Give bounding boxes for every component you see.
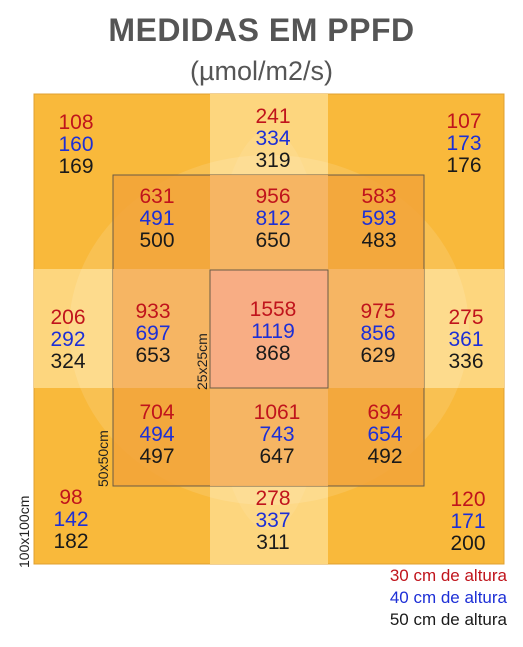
legend-item-30cm: 30 cm de altura: [389, 566, 507, 585]
cell-value-mid-top-left-30cm: 631: [139, 185, 174, 208]
cell-value-mid-top-center-50cm: 650: [255, 229, 290, 252]
cell-value-outer-middle-right-30cm: 275: [448, 306, 483, 329]
cell-value-outer-top-left-40cm: 160: [58, 133, 93, 156]
cell-value-mid-bottom-left-40cm: 494: [139, 423, 174, 446]
size-label-100: 100x100cm: [16, 496, 32, 568]
cell-value-outer-middle-right-40cm: 361: [448, 328, 483, 351]
cell-value-mid-middle-right-30cm: 975: [360, 300, 395, 323]
cell-value-mid-middle-left-50cm: 653: [135, 344, 170, 367]
cell-value-outer-middle-left-40cm: 292: [50, 328, 85, 351]
cell-value-outer-bottom-center-40cm: 337: [255, 509, 290, 532]
cell-value-mid-top-center-40cm: 812: [255, 207, 290, 230]
cell-value-outer-top-center-50cm: 319: [255, 149, 290, 172]
cell-value-mid-bottom-right-30cm: 694: [367, 401, 402, 424]
cell-value-outer-middle-right-50cm: 336: [448, 350, 483, 373]
cell-value-outer-top-right-40cm: 173: [446, 132, 481, 155]
cell-value-outer-middle-left-50cm: 324: [50, 350, 85, 373]
cell-value-mid-bottom-center-50cm: 647: [259, 445, 294, 468]
cell-value-outer-top-left-30cm: 108: [58, 111, 93, 134]
cell-value-mid-bottom-left-30cm: 704: [139, 401, 174, 424]
cell-value-mid-bottom-center-30cm: 1061: [254, 401, 301, 424]
cell-value-outer-bottom-left-30cm: 98: [59, 486, 82, 509]
cell-value-center-30cm: 1558: [250, 298, 297, 321]
cell-value-mid-top-right-30cm: 583: [361, 185, 396, 208]
cell-value-outer-top-right-50cm: 176: [446, 154, 481, 177]
legend: 30 cm de altura 40 cm de altura 50 cm de…: [390, 565, 507, 631]
cell-value-outer-bottom-left-50cm: 182: [53, 530, 88, 553]
size-label-50: 50x50cm: [95, 430, 111, 487]
cell-value-outer-middle-left-30cm: 206: [50, 306, 85, 329]
cell-value-mid-middle-right-40cm: 856: [360, 322, 395, 345]
legend-item-50cm: 50 cm de altura: [389, 610, 507, 629]
cell-value-outer-top-center-40cm: 334: [255, 127, 290, 150]
cell-value-mid-bottom-right-50cm: 492: [367, 445, 402, 468]
chart-subtitle: (µmol/m2/s): [189, 56, 334, 86]
cell-value-outer-bottom-right-50cm: 200: [450, 532, 485, 555]
cell-value-outer-bottom-right-30cm: 120: [450, 488, 485, 511]
cell-value-outer-bottom-left-40cm: 142: [53, 508, 88, 531]
cell-value-mid-top-center-30cm: 956: [255, 185, 290, 208]
cell-value-mid-top-right-40cm: 593: [361, 207, 396, 230]
cell-value-outer-top-left-50cm: 169: [58, 155, 93, 178]
center-area: [209, 269, 329, 389]
cell-value-mid-bottom-left-50cm: 497: [139, 445, 174, 468]
cell-value-mid-top-right-50cm: 483: [361, 229, 396, 252]
legend-item-40cm: 40 cm de altura: [389, 588, 507, 607]
cell-value-mid-bottom-center-40cm: 743: [259, 423, 294, 446]
cell-value-center-50cm: 868: [255, 342, 290, 365]
cell-value-outer-bottom-right-40cm: 171: [450, 510, 485, 533]
cell-value-mid-middle-left-40cm: 697: [135, 322, 170, 345]
cell-value-outer-bottom-center-50cm: 311: [256, 531, 289, 554]
cell-value-mid-top-left-50cm: 500: [139, 229, 174, 252]
cell-value-mid-middle-right-50cm: 629: [360, 344, 395, 367]
size-label-25: 25x25cm: [194, 333, 210, 390]
cell-value-center-40cm: 1119: [251, 320, 295, 343]
chart-title: MEDIDAS EM PPFD: [108, 12, 415, 48]
cell-value-outer-bottom-center-30cm: 278: [255, 487, 290, 510]
cell-value-mid-middle-left-30cm: 933: [135, 300, 170, 323]
cell-value-mid-top-left-40cm: 491: [139, 207, 174, 230]
cell-value-outer-top-right-30cm: 107: [446, 110, 481, 133]
cell-value-mid-bottom-right-40cm: 654: [367, 423, 402, 446]
cell-value-outer-top-center-30cm: 241: [255, 105, 290, 128]
